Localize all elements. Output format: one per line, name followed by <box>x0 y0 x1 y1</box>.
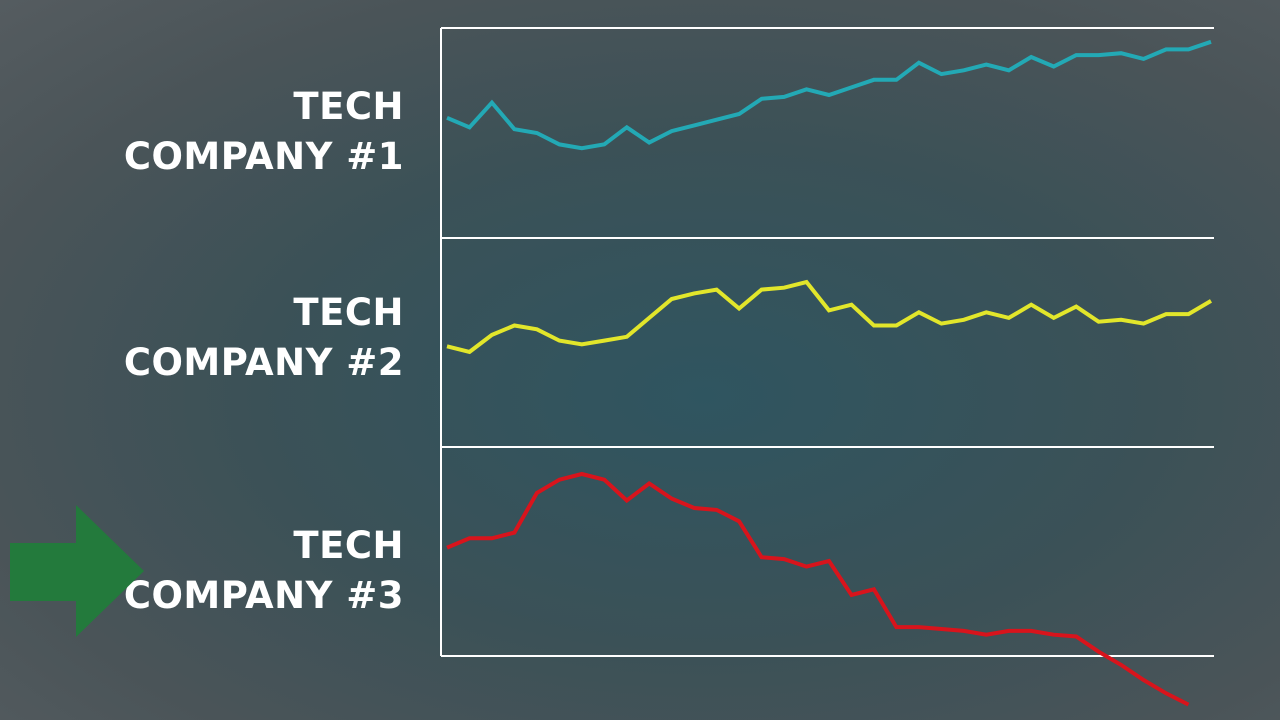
company-1-label: TECH COMPANY #1 <box>44 82 404 182</box>
company-2-label: TECH COMPANY #2 <box>44 288 404 388</box>
right-arrow-icon <box>10 505 144 637</box>
series-line-company-3 <box>446 471 1190 707</box>
chart-series <box>446 39 1213 707</box>
company-3-label: TECH COMPANY #3 <box>44 521 404 621</box>
company-2-label-line-1: TECH <box>293 291 404 334</box>
arrow-shape <box>10 505 144 637</box>
series-line-company-1 <box>446 39 1212 151</box>
company-3-label-line-1: TECH <box>293 524 404 567</box>
company-1-label-line-1: TECH <box>293 85 404 128</box>
series-line-company-2 <box>446 279 1213 355</box>
company-3-label-line-2: COMPANY #3 <box>123 574 404 617</box>
company-1-label-line-2: COMPANY #1 <box>123 135 404 178</box>
company-2-label-line-2: COMPANY #2 <box>123 341 404 384</box>
chart-frames <box>440 27 1214 657</box>
